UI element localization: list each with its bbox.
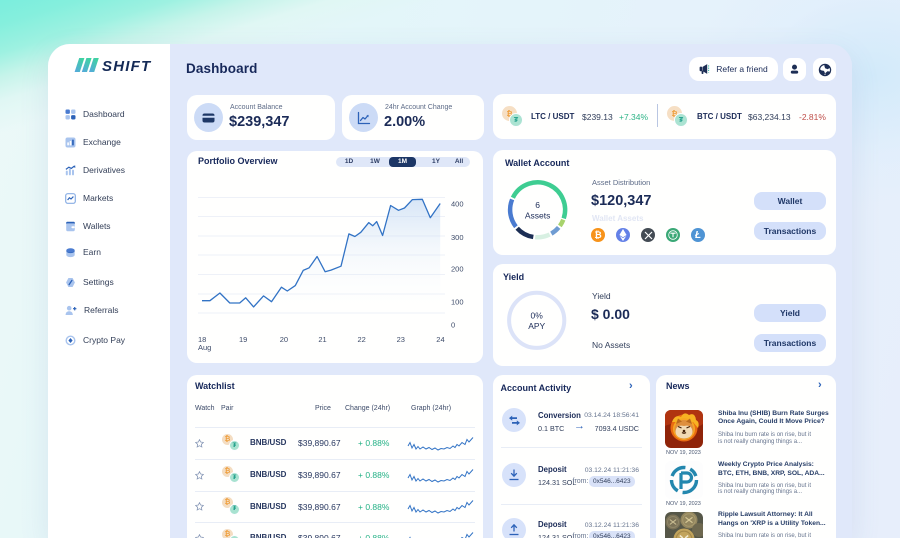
svg-text:0: 0	[451, 321, 455, 330]
svg-text:24: 24	[436, 335, 444, 344]
svg-text:SHIFT: SHIFT	[102, 58, 152, 74]
svg-text:200: 200	[451, 265, 464, 274]
svg-text:100: 100	[451, 298, 464, 307]
svg-text:21: 21	[318, 335, 326, 344]
svg-text:18: 18	[198, 335, 206, 344]
svg-text:APY: APY	[528, 321, 545, 331]
svg-text:400: 400	[451, 200, 464, 209]
svg-text:300: 300	[451, 233, 464, 242]
svg-text:Aug: Aug	[198, 343, 211, 352]
svg-text:20: 20	[280, 335, 288, 344]
svg-text:22: 22	[358, 335, 366, 344]
svg-text:6: 6	[535, 200, 540, 210]
svg-text:19: 19	[239, 335, 247, 344]
svg-text:23: 23	[397, 335, 405, 344]
svg-text:Assets: Assets	[525, 211, 551, 221]
svg-text:0%: 0%	[531, 311, 544, 321]
